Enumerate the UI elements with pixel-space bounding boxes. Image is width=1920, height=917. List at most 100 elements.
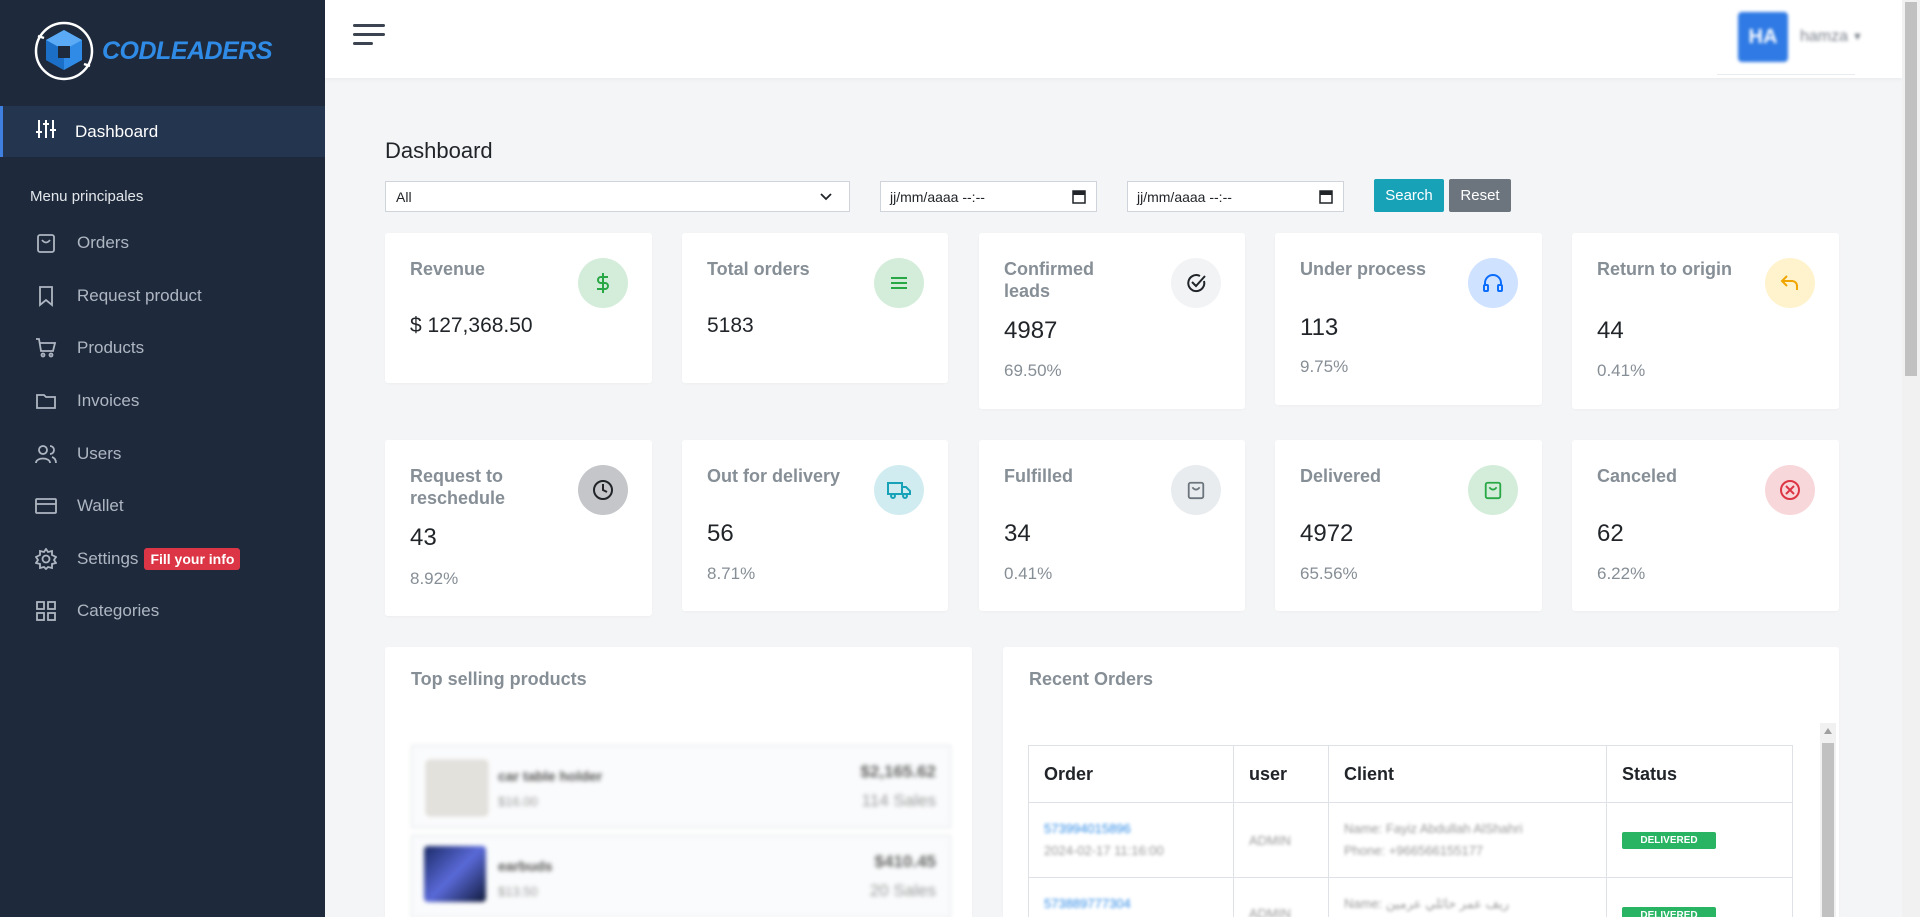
- product-price: $16.00: [498, 794, 538, 809]
- sidebar-item-wallet[interactable]: Wallet: [0, 486, 325, 526]
- scrollbar-thumb[interactable]: [1905, 2, 1917, 376]
- stat-title: Fulfilled: [1004, 466, 1073, 486]
- clock-icon: [578, 465, 628, 515]
- panel-title: Top selling products: [411, 669, 587, 689]
- x-circle-icon: [1765, 465, 1815, 515]
- stat-value: 4987: [1004, 317, 1058, 344]
- product-total: $2,165.62: [860, 762, 936, 781]
- user-menu[interactable]: HA hamza ▼: [1738, 12, 1863, 62]
- stat-percent: 0.41%: [1597, 361, 1646, 380]
- sidebar-item-label: Products: [77, 338, 145, 357]
- table-scrollbar[interactable]: [1820, 723, 1836, 917]
- sidebar-item-products[interactable]: Products: [0, 328, 325, 368]
- table-cell-client: Name: Fayiz Abdullah AlShahri Phone: +96…: [1328, 802, 1607, 878]
- status-filter-select[interactable]: All: [385, 181, 850, 212]
- dollar-icon: [578, 258, 628, 308]
- table-cell-order: 573994015896 2024-02-17 11:16:00: [1028, 802, 1234, 878]
- scroll-up-icon[interactable]: [1824, 728, 1832, 734]
- divider: [1717, 74, 1855, 75]
- stat-value: 5183: [707, 314, 754, 337]
- stat-card-canceled: Canceled 62 6.22%: [1572, 440, 1839, 611]
- return-icon: [1765, 258, 1815, 308]
- username: hamza: [1800, 28, 1849, 45]
- list-item[interactable]: car table holder $16.00 $2,165.62 114 Sa…: [411, 745, 951, 828]
- stat-title: Under process: [1300, 259, 1427, 279]
- stat-title: Delivered: [1300, 466, 1382, 486]
- stat-percent: 8.71%: [707, 564, 756, 583]
- column-header-client[interactable]: Client: [1328, 745, 1607, 803]
- date-placeholder: jj/mm/aaaa --:--: [890, 188, 985, 205]
- stat-value: 113: [1300, 314, 1339, 341]
- stat-title: Return to origin: [1597, 259, 1732, 279]
- date-to-input[interactable]: jj/mm/aaaa --:--: [1127, 181, 1344, 212]
- stat-value: $ 127,368.50: [410, 314, 533, 337]
- headphones-icon: [1468, 258, 1518, 308]
- page-scrollbar[interactable]: [1902, 0, 1920, 917]
- order-link[interactable]: 573994015896: [1044, 821, 1131, 836]
- column-header-status[interactable]: Status: [1606, 745, 1793, 803]
- client-phone: Phone: +966566155177: [1344, 843, 1484, 858]
- sidebar-item-label: Invoices: [77, 391, 140, 410]
- cart-icon: [35, 337, 57, 359]
- column-header-order[interactable]: Order: [1028, 745, 1234, 803]
- sidebar-item-categories[interactable]: Categories: [0, 591, 325, 631]
- product-sales: 20 Sales: [869, 881, 936, 900]
- stat-value: 44: [1597, 317, 1624, 344]
- users-icon: [35, 443, 57, 465]
- sidebar-item-label: Request product: [77, 286, 202, 305]
- bag-icon: [35, 232, 57, 254]
- client-name: Name: ريف عمر حائلي عرمين: [1344, 896, 1510, 911]
- calendar-icon[interactable]: [1319, 189, 1333, 204]
- status-badge: DELIVERED: [1622, 907, 1716, 917]
- sidebar-item-request-product[interactable]: Request product: [0, 276, 325, 316]
- check-circle-icon: [1171, 258, 1221, 308]
- table-cell-status: DELIVERED: [1606, 877, 1793, 917]
- order-user: ADMIN: [1249, 833, 1291, 848]
- table-cell-user: ADMIN: [1233, 877, 1329, 917]
- product-name: car table holder: [498, 768, 603, 784]
- scrollbar-thumb[interactable]: [1822, 743, 1834, 917]
- grid-icon: [35, 600, 57, 622]
- order-date: 2024-02-17 11:16:00: [1044, 843, 1164, 858]
- table-cell-client: Name: ريف عمر حائلي عرمين: [1328, 877, 1607, 917]
- sidebar-item-orders[interactable]: Orders: [0, 223, 325, 263]
- list-item[interactable]: earbuds $13.50 $410.45 20 Sales: [411, 835, 951, 917]
- stat-value: 62: [1597, 520, 1624, 547]
- sidebar-item-settings[interactable]: Settings Fill your info: [0, 539, 325, 579]
- stat-card-revenue: Revenue $ 127,368.50: [385, 233, 652, 383]
- stat-value: 43: [410, 524, 437, 551]
- select-value: All: [396, 188, 412, 205]
- chevron-down-icon: [820, 193, 832, 201]
- calendar-icon[interactable]: [1072, 189, 1086, 204]
- date-from-input[interactable]: jj/mm/aaaa --:--: [880, 181, 1097, 212]
- logo-cube-icon: [34, 21, 94, 81]
- bag-icon: [1171, 465, 1221, 515]
- date-placeholder: jj/mm/aaaa --:--: [1137, 188, 1232, 205]
- stat-title: Request to reschedule: [410, 466, 506, 508]
- search-button[interactable]: Search: [1374, 179, 1444, 212]
- column-header-user[interactable]: user: [1233, 745, 1329, 803]
- sidebar-item-users[interactable]: Users: [0, 434, 325, 474]
- product-image: [426, 760, 488, 816]
- fill-info-badge[interactable]: Fill your info: [144, 548, 241, 570]
- brand-logo[interactable]: CODLEADERS: [32, 20, 273, 82]
- sidebar-item-label: Dashboard: [75, 121, 159, 141]
- sidebar-item-invoices[interactable]: Invoices: [0, 381, 325, 421]
- stat-card-confirmed-leads: Confirmed leads 4987 69.50%: [979, 233, 1245, 409]
- order-user: ADMIN: [1249, 906, 1291, 917]
- order-link[interactable]: 573889777304: [1044, 896, 1131, 911]
- product-price: $13.50: [498, 884, 538, 899]
- sliders-icon: [35, 118, 57, 145]
- table-cell-status: DELIVERED: [1606, 802, 1793, 878]
- stat-title: Total orders: [707, 259, 810, 279]
- menu-toggle-icon[interactable]: [353, 24, 385, 52]
- sidebar-item-label: Settings: [77, 549, 139, 568]
- sidebar-item-dashboard[interactable]: Dashboard: [0, 106, 325, 157]
- sidebar-item-label: Wallet: [77, 496, 124, 515]
- stat-card-delivered: Delivered 4972 65.56%: [1275, 440, 1542, 611]
- stat-percent: 0.41%: [1004, 564, 1053, 583]
- product-image: [424, 846, 486, 902]
- reset-button[interactable]: Reset: [1449, 179, 1511, 212]
- stat-title: Canceled: [1597, 466, 1678, 486]
- sidebar: CODLEADERS Dashboard Menu principales Or…: [0, 0, 325, 917]
